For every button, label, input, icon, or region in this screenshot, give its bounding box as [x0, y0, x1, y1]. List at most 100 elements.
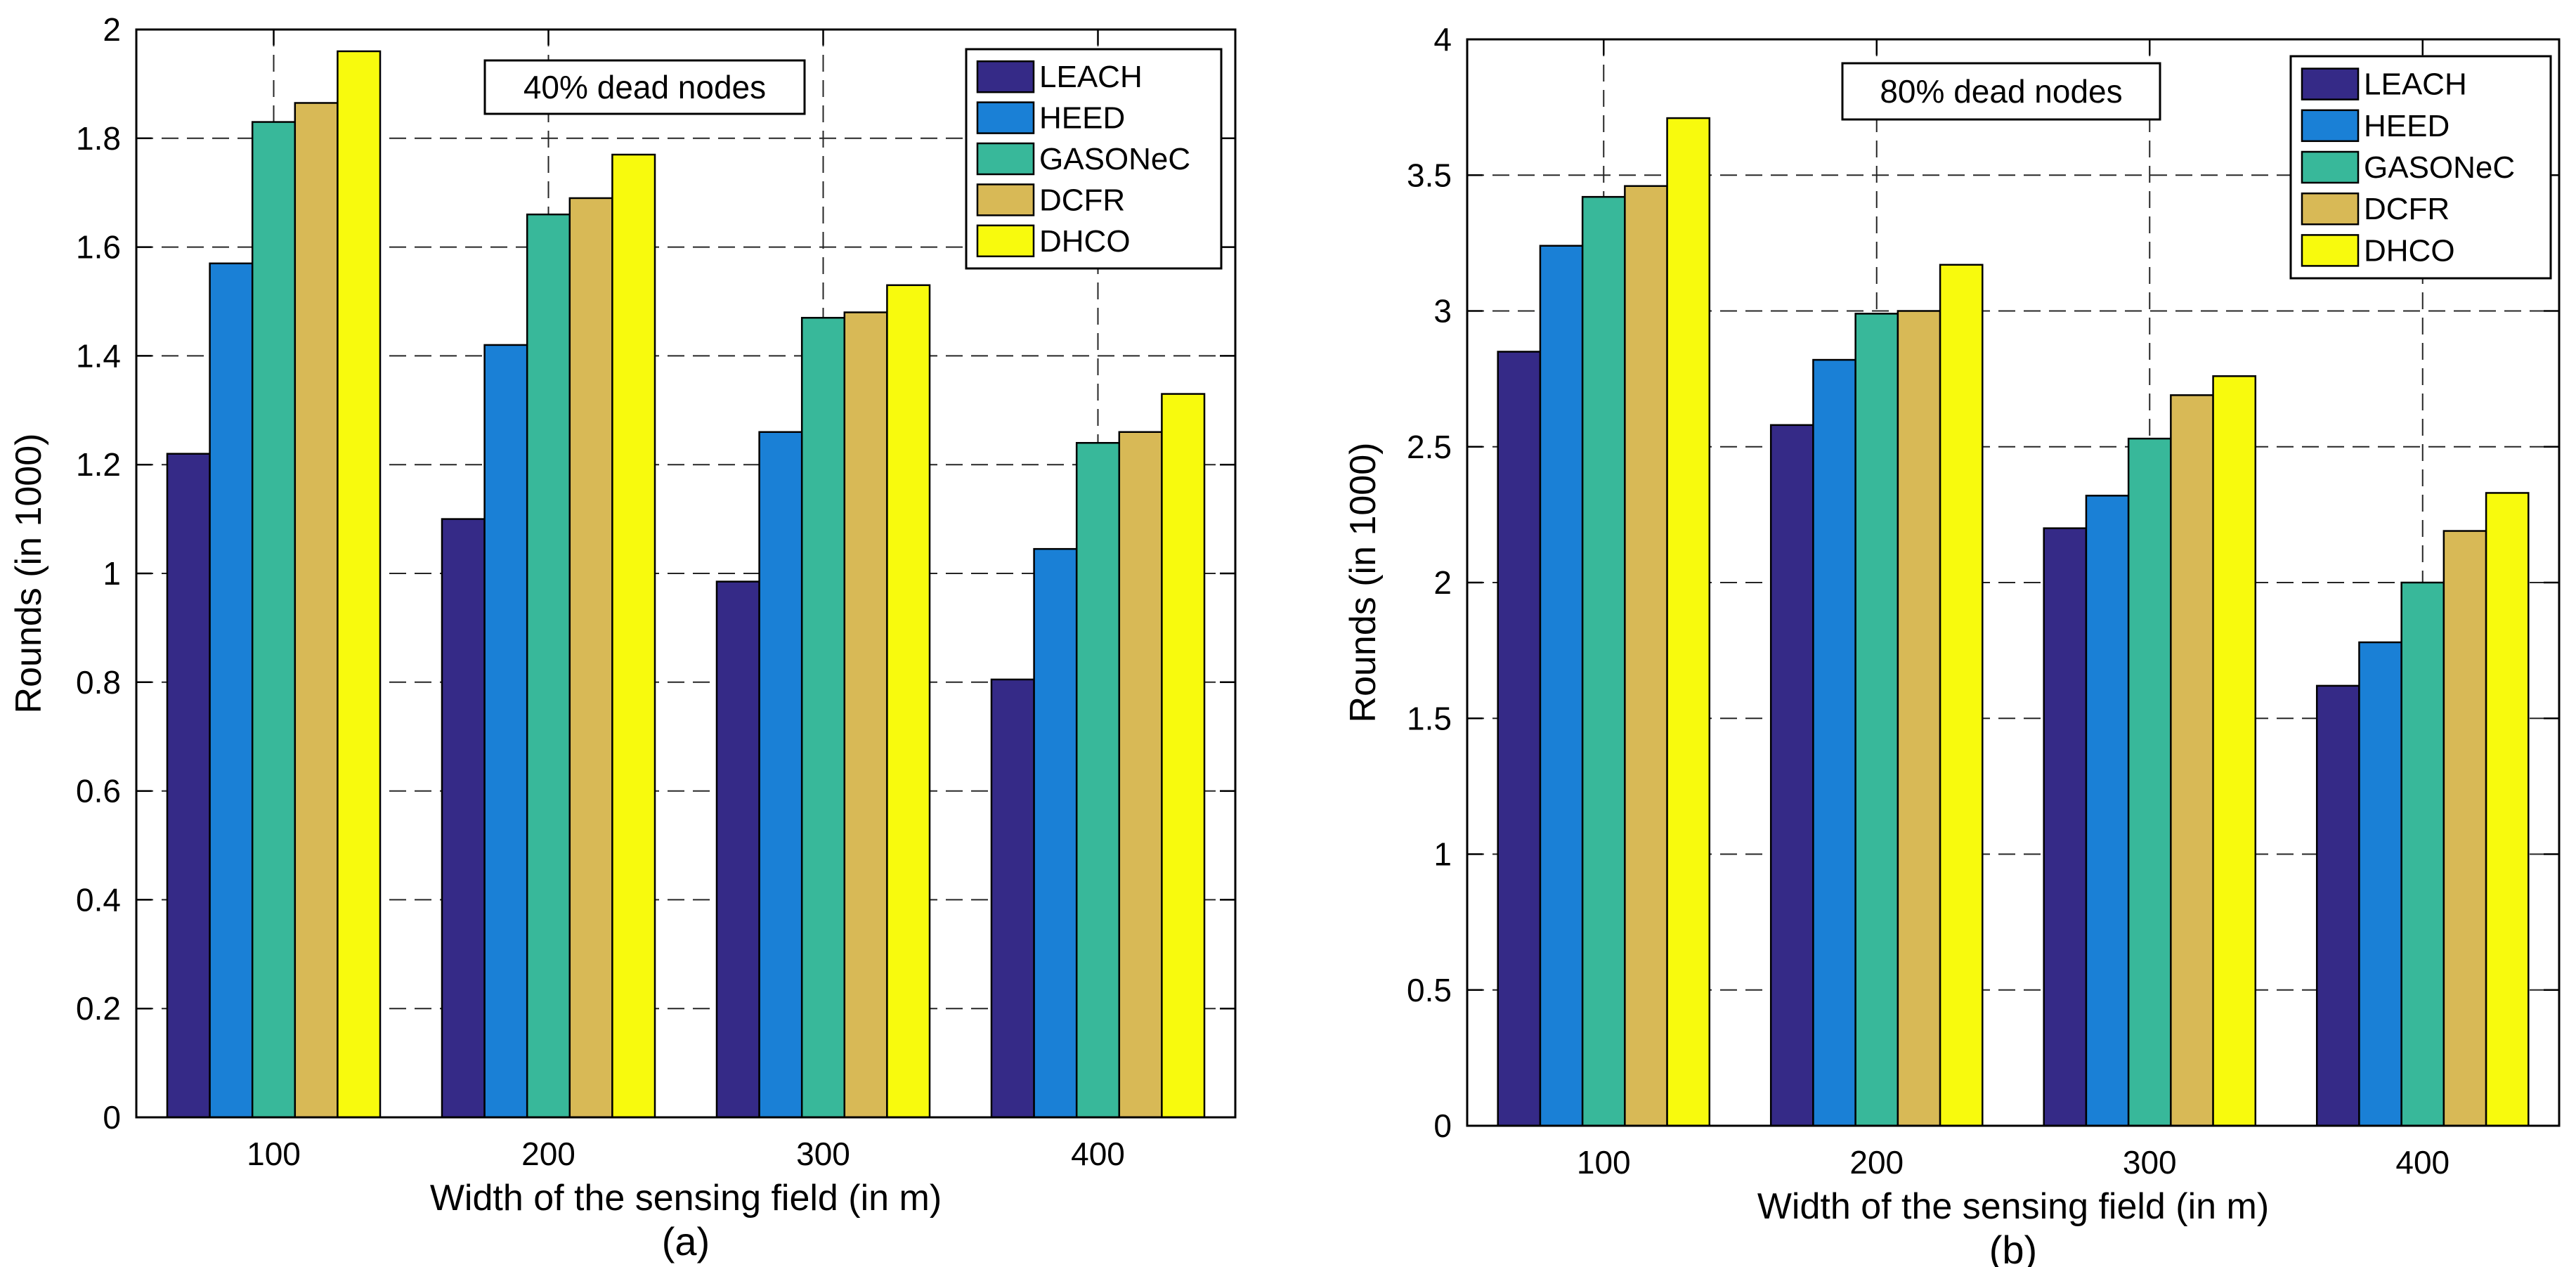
legend-label-dcfr: DCFR	[2364, 192, 2450, 226]
bar-heed-400	[2358, 641, 2402, 1127]
axes-frame	[135, 28, 1237, 1119]
bar-gasonec-400	[1075, 441, 1121, 1119]
x-tick-label: 200	[521, 1136, 575, 1172]
y-tick-label: 2	[103, 11, 121, 48]
y-tick-label: 0.2	[76, 990, 121, 1027]
bar-dhco-400	[2485, 492, 2530, 1127]
bar-gasonec-100	[1581, 195, 1626, 1127]
legend-label-gasonec: GASONeC	[1039, 142, 1190, 176]
bar-heed-200	[1812, 358, 1856, 1127]
bar-dhco-100	[1666, 117, 1711, 1127]
annotation-text: 40% dead nodes	[523, 69, 766, 105]
y-tick-label: 3	[1433, 293, 1452, 330]
legend-label-heed: HEED	[1039, 101, 1125, 136]
bar-dcfr-300	[843, 311, 888, 1119]
y-tick-label: 0	[1433, 1107, 1452, 1144]
y-tick-label: 2.5	[1407, 429, 1452, 465]
y-tick-label: 1.2	[76, 446, 121, 483]
legend-swatch-leach	[976, 60, 1035, 93]
bar-dhco-100	[337, 50, 382, 1119]
bar-dhco-400	[1161, 393, 1206, 1119]
y-tick-label: 3.5	[1407, 157, 1452, 193]
x-tick-label: 100	[247, 1136, 301, 1172]
legend-swatch-gasonec	[976, 142, 1035, 176]
x-axis-label: Width of the sensing field (in m)	[1757, 1186, 2269, 1227]
legend-label-heed: HEED	[2364, 109, 2450, 143]
bar-leach-100	[166, 453, 211, 1119]
y-tick-label: 1.8	[76, 120, 121, 157]
y-tick-label: 2	[1433, 564, 1452, 601]
bar-dhco-200	[1939, 264, 1984, 1127]
bar-leach-400	[990, 678, 1035, 1119]
legend-label-dcfr: DCFR	[1039, 183, 1125, 217]
chart-panel-b: 0 0.5 1 1.5 2 2.5 3 3.5 4 100 200 300 400 80% dead no…	[1343, 21, 2561, 1267]
y-tick-label: 1	[1433, 836, 1452, 873]
bar-gasonec-300	[2127, 437, 2172, 1127]
panel-label: (b)	[1989, 1228, 2037, 1267]
bar-heed-100	[1539, 245, 1584, 1127]
bar-gasonec-400	[2400, 581, 2445, 1127]
y-tick-label: 4	[1433, 21, 1452, 58]
y-tick-label: 1.4	[76, 337, 121, 374]
bar-gasonec-300	[800, 316, 846, 1119]
bar-heed-200	[483, 344, 528, 1119]
y-tick-label: 1.5	[1407, 700, 1452, 736]
y-tick-label: 1.6	[76, 229, 121, 266]
chart-panel-a: 0 0.2 0.4 0.6 0.8 1 1.2 1.4 1.6 1.8 2 100 200 300 400 4…	[8, 11, 1237, 1263]
x-tick-label: 200	[1849, 1144, 1904, 1181]
bar-dcfr-300	[2170, 394, 2214, 1127]
bar-heed-400	[1033, 547, 1078, 1119]
y-tick-label: 0.8	[76, 664, 121, 701]
legend-label-dhco: DHCO	[2364, 233, 2455, 268]
x-tick-label: 400	[2395, 1144, 2450, 1181]
y-tick-label: 1	[103, 555, 121, 592]
x-axis-label: Width of the sensing field (in m)	[430, 1178, 942, 1219]
bar-leach-200	[1769, 424, 1814, 1127]
legend-swatch-leach	[2301, 67, 2360, 100]
y-axis-label: Rounds (in 1000)	[1343, 443, 1384, 723]
legend-swatch-dcfr	[976, 183, 1035, 216]
bar-heed-300	[758, 431, 803, 1119]
x-tick-label: 300	[2123, 1144, 2177, 1181]
bar-dcfr-200	[568, 197, 613, 1119]
legend-swatch-heed	[976, 101, 1035, 134]
y-tick-label: 0.5	[1407, 972, 1452, 1008]
x-tick-label: 100	[1577, 1144, 1631, 1181]
bar-leach-400	[2315, 684, 2360, 1127]
bar-dcfr-100	[1624, 185, 1668, 1127]
legend-swatch-dhco	[976, 224, 1035, 258]
bar-leach-100	[1497, 351, 1542, 1127]
axes-frame	[1466, 38, 2561, 1127]
bar-dhco-200	[611, 153, 656, 1119]
annotation-text: 80% dead nodes	[1880, 73, 2122, 110]
bar-gasonec-100	[251, 121, 297, 1119]
bar-gasonec-200	[1854, 313, 1899, 1127]
bar-dcfr-200	[1897, 310, 1941, 1127]
panel-label: (a)	[662, 1219, 710, 1263]
bar-leach-300	[2043, 527, 2088, 1127]
x-tick-label: 300	[796, 1136, 850, 1172]
bar-dhco-300	[2212, 375, 2257, 1127]
annotation-box	[483, 59, 806, 115]
legend-label-leach: LEACH	[1039, 60, 1143, 94]
legend-swatch-heed	[2301, 109, 2360, 143]
bar-leach-200	[441, 518, 486, 1119]
bar-heed-100	[209, 262, 254, 1119]
bar-leach-300	[715, 580, 760, 1119]
y-tick-label: 0	[103, 1099, 121, 1136]
legend-label-gasonec: GASONeC	[2364, 150, 2515, 185]
legend-swatch-gasonec	[2301, 150, 2360, 184]
x-tick-label: 400	[1071, 1136, 1125, 1172]
legend-label-leach: LEACH	[2364, 67, 2467, 102]
annotation-box	[1841, 62, 2161, 121]
legend-swatch-dcfr	[2301, 192, 2360, 226]
legend-label-dhco: DHCO	[1039, 224, 1131, 259]
y-tick-label: 0.6	[76, 773, 121, 810]
bar-dcfr-400	[1118, 431, 1163, 1119]
bar-dcfr-100	[294, 102, 339, 1119]
y-tick-label: 0.4	[76, 881, 121, 918]
bar-heed-300	[2085, 495, 2130, 1127]
bar-dcfr-400	[2442, 530, 2487, 1127]
bar-dhco-300	[886, 284, 931, 1119]
